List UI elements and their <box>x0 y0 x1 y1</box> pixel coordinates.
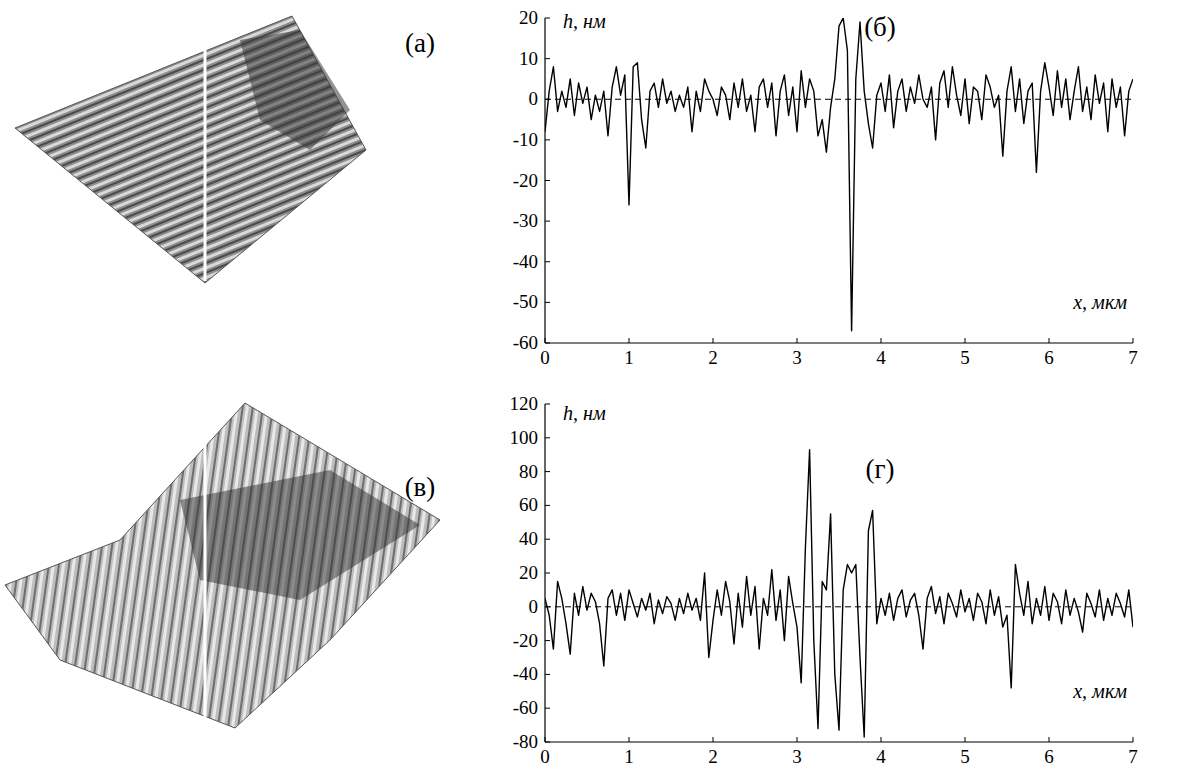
y-tick-label: -50 <box>513 291 538 312</box>
plot-area <box>545 450 1133 737</box>
x-tick-label: 3 <box>792 347 802 368</box>
x-tick-label: 2 <box>708 347 718 368</box>
x-tick-label: 6 <box>1044 746 1054 767</box>
y-tick <box>545 539 550 540</box>
y-tick-label: -60 <box>513 697 538 718</box>
y-tick-label: -30 <box>513 210 538 231</box>
y-tick-label: -10 <box>513 129 538 150</box>
chart: -60 -50 -40 -30 -20 -10 0 10 20 0 1 2 3 4 5 6 7 (б) h, нм x… <box>513 7 1138 368</box>
profile-line <box>204 418 207 748</box>
y-tick-label: 0 <box>529 596 539 617</box>
x-tick <box>797 338 798 343</box>
x-tick <box>881 338 882 343</box>
label-background <box>1069 679 1130 703</box>
x-tick <box>1133 338 1134 343</box>
x-tick-label: 6 <box>1044 347 1054 368</box>
x-tick-label: 7 <box>1128 746 1138 767</box>
x-tick <box>1133 737 1134 742</box>
x-tick-label: 5 <box>960 347 970 368</box>
y-tick <box>545 180 550 181</box>
y-tick <box>545 139 550 140</box>
y-tick <box>545 573 550 574</box>
x-axis <box>545 741 1133 742</box>
x-tick-label: 2 <box>708 746 718 767</box>
y-tick <box>545 343 550 344</box>
x-tick-label: 5 <box>960 746 970 767</box>
y-tick-label: 80 <box>519 461 538 482</box>
y-tick <box>545 708 550 709</box>
y-tick <box>545 302 550 303</box>
surface-defect <box>180 470 420 600</box>
x-tick-label: 1 <box>624 347 634 368</box>
x-tick <box>965 338 966 343</box>
y-axis-title: h, нм <box>563 10 606 32</box>
panel-label: (б) <box>864 12 896 42</box>
plot-area <box>545 18 1133 331</box>
y-tick-label: 100 <box>510 427 539 448</box>
zero-line <box>545 606 1133 607</box>
y-tick-label: 20 <box>519 7 538 28</box>
afm-image <box>5 403 440 748</box>
x-tick-label: 7 <box>1128 347 1138 368</box>
y-tick-label: -60 <box>513 332 538 353</box>
y-tick <box>545 437 550 438</box>
x-axis-title: x, мкм <box>1072 291 1127 313</box>
x-tick <box>1049 737 1050 742</box>
y-tick <box>545 404 550 405</box>
y-tick <box>545 18 550 19</box>
y-tick-label: 60 <box>519 494 538 515</box>
y-tick <box>545 261 550 262</box>
x-axis <box>545 342 1133 343</box>
y-tick <box>545 221 550 222</box>
x-tick <box>545 338 546 343</box>
x-tick-label: 3 <box>792 746 802 767</box>
panel-label: (а) <box>405 28 435 58</box>
panel-label: (г) <box>865 454 894 484</box>
x-tick <box>713 338 714 343</box>
y-tick-label: -80 <box>513 731 538 752</box>
surface-3d <box>15 16 366 283</box>
x-tick <box>881 737 882 742</box>
y-tick <box>545 58 550 59</box>
x-tick <box>797 737 798 742</box>
profile-curve <box>545 450 1133 737</box>
label-background <box>1069 290 1130 314</box>
x-tick-label: 4 <box>876 746 886 767</box>
x-tick-label: 0 <box>540 746 550 767</box>
profile-curve <box>545 18 1133 331</box>
panel-label: (в) <box>405 472 436 502</box>
y-tick-label: 10 <box>519 48 538 69</box>
y-tick-label: -20 <box>513 170 538 191</box>
profile-line <box>204 14 207 281</box>
y-tick-label: -40 <box>513 251 538 272</box>
y-axis-title: h, нм <box>563 402 606 424</box>
x-tick <box>545 737 546 742</box>
y-tick <box>545 674 550 675</box>
x-tick <box>629 737 630 742</box>
x-tick <box>713 737 714 742</box>
y-tick <box>545 640 550 641</box>
y-tick <box>545 471 550 472</box>
x-tick <box>965 737 966 742</box>
x-axis-title: x, мкм <box>1072 680 1127 702</box>
y-tick-label: 0 <box>529 88 539 109</box>
y-tick-label: 40 <box>519 528 538 549</box>
y-tick-label: -40 <box>513 663 538 684</box>
y-tick <box>545 742 550 743</box>
y-tick-label: -20 <box>513 630 538 651</box>
y-tick-label: 120 <box>510 393 539 414</box>
x-tick-label: 1 <box>624 746 634 767</box>
x-tick-label: 0 <box>540 347 550 368</box>
y-tick-label: 20 <box>519 562 538 583</box>
x-tick-label: 4 <box>876 347 886 368</box>
chart: -80 -60 -40 -20 0 20 40 60 80 100 120 0 1 2 3 4 5 6 7 (г) h,… <box>510 393 1138 767</box>
x-tick <box>629 338 630 343</box>
zero-line <box>545 99 1133 100</box>
surface-defect <box>240 30 350 150</box>
surface-3d <box>5 403 440 728</box>
afm-image <box>15 14 366 283</box>
y-tick <box>545 505 550 506</box>
figure: (а)(в)-60-50-40-30-20-100102001234567(б)… <box>0 0 1182 771</box>
x-tick <box>1049 338 1050 343</box>
